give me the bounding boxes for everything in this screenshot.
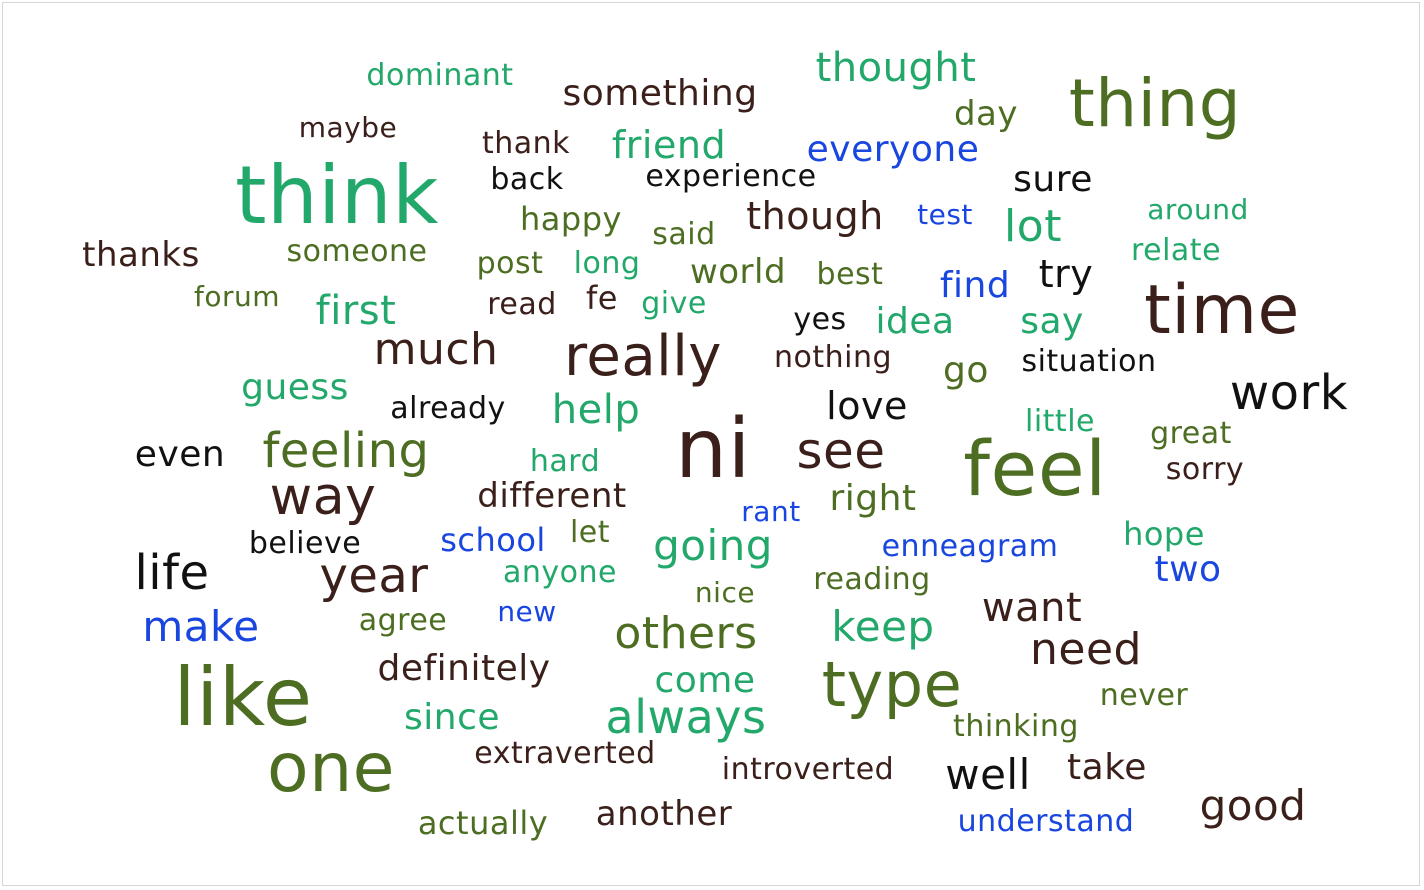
cloud-word: even <box>134 434 226 475</box>
cloud-word: nice <box>694 576 756 609</box>
cloud-word: two <box>1154 549 1222 590</box>
cloud-word: thought <box>815 45 977 91</box>
cloud-word: hope <box>1123 515 1205 553</box>
cloud-word: need <box>1030 624 1142 675</box>
cloud-word: enneagram <box>881 529 1059 564</box>
cloud-word: school <box>440 521 546 559</box>
cloud-word: world <box>689 252 787 292</box>
cloud-word: say <box>1020 301 1084 342</box>
cloud-word: thank <box>481 126 571 161</box>
cloud-word: right <box>829 478 917 519</box>
cloud-word: feeling <box>262 423 430 479</box>
cloud-word: best <box>816 257 884 292</box>
cloud-word: actually <box>417 804 549 842</box>
cloud-word: want <box>981 585 1083 631</box>
cloud-word: reading <box>813 562 931 597</box>
cloud-word: hard <box>529 444 601 479</box>
cloud-word: type <box>821 648 963 721</box>
cloud-word: anyone <box>503 555 617 590</box>
cloud-word: always <box>605 690 767 744</box>
cloud-word: much <box>373 324 499 375</box>
cloud-word: thanks <box>82 235 200 275</box>
cloud-word: another <box>595 794 733 834</box>
cloud-word: nothing <box>773 340 893 375</box>
cloud-word: day <box>953 94 1019 134</box>
cloud-word: great <box>1150 416 1232 451</box>
cloud-word: well <box>945 750 1031 799</box>
cloud-word: work <box>1229 365 1349 421</box>
cloud-word: first <box>315 288 397 334</box>
cloud-word: already <box>390 391 506 426</box>
cloud-word: way <box>269 467 377 527</box>
cloud-word: thinking <box>953 709 1079 744</box>
cloud-word: everyone <box>806 129 980 170</box>
cloud-word: give <box>641 286 707 321</box>
cloud-word: maybe <box>298 111 398 144</box>
cloud-word: test <box>917 198 973 231</box>
cloud-word: little <box>1025 404 1095 439</box>
cloud-word: going <box>653 521 773 570</box>
cloud-word: extraverted <box>474 736 656 771</box>
cloud-word: feel <box>963 424 1107 513</box>
cloud-word: different <box>477 476 627 516</box>
cloud-word: life <box>134 545 210 601</box>
cloud-word: guess <box>241 367 349 408</box>
cloud-word: let <box>569 515 611 550</box>
cloud-word: forum <box>193 280 281 313</box>
cloud-word: understand <box>957 804 1135 839</box>
cloud-word: ni <box>675 402 751 497</box>
cloud-word: believe <box>248 526 362 561</box>
cloud-word: see <box>796 422 886 480</box>
cloud-word: try <box>1038 252 1094 296</box>
cloud-word: take <box>1067 747 1147 788</box>
cloud-word: someone <box>286 234 428 269</box>
cloud-word: lot <box>1004 201 1062 252</box>
cloud-word: something <box>562 73 758 114</box>
cloud-word: yes <box>793 302 847 337</box>
cloud-word: make <box>142 602 260 651</box>
cloud-word: love <box>826 384 908 428</box>
cloud-word: think <box>235 149 439 242</box>
cloud-word: post <box>476 246 544 281</box>
cloud-word: since <box>403 697 501 738</box>
cloud-word: introverted <box>721 752 895 787</box>
cloud-word: fe <box>586 279 618 317</box>
cloud-word: one <box>266 729 396 808</box>
cloud-word: read <box>487 287 557 322</box>
cloud-word: go <box>943 350 989 391</box>
cloud-word: really <box>564 324 722 389</box>
cloud-word: around <box>1147 193 1249 226</box>
cloud-word: long <box>573 246 641 281</box>
cloud-word: idea <box>875 301 955 342</box>
cloud-word: dominant <box>366 58 514 93</box>
cloud-word: new <box>497 595 557 628</box>
cloud-word: said <box>652 217 716 252</box>
cloud-word: help <box>551 387 641 433</box>
cloud-word: situation <box>1021 344 1157 379</box>
cloud-word: rant <box>741 495 801 528</box>
cloud-word: sorry <box>1165 452 1245 487</box>
cloud-word: experience <box>645 159 817 194</box>
cloud-word: sure <box>1013 159 1093 200</box>
cloud-word: good <box>1199 781 1307 830</box>
cloud-word: others <box>614 608 758 659</box>
cloud-word: friend <box>611 123 727 167</box>
cloud-word: agree <box>358 603 448 638</box>
cloud-word: come <box>654 660 756 701</box>
cloud-word: time <box>1144 271 1300 350</box>
cloud-word: thing <box>1068 65 1242 142</box>
cloud-word: find <box>939 265 1011 306</box>
cloud-word: relate <box>1130 233 1222 268</box>
cloud-word: never <box>1099 678 1189 713</box>
cloud-word: happy <box>520 200 622 238</box>
cloud-word: though <box>746 194 884 238</box>
cloud-word: like <box>173 651 313 744</box>
cloud-word: back <box>490 162 564 197</box>
cloud-word: keep <box>831 602 935 651</box>
cloud-word: definitely <box>377 648 551 689</box>
cloud-word: year <box>319 548 429 604</box>
